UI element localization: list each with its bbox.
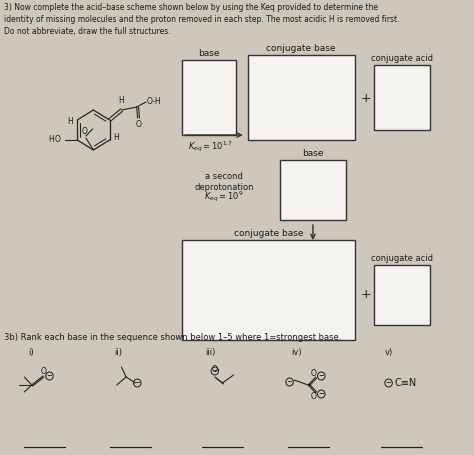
Bar	[182, 240, 355, 340]
Text: −: −	[134, 380, 140, 386]
Text: $K_{eq}=10^{1.7}$: $K_{eq}=10^{1.7}$	[188, 140, 232, 155]
Text: iii): iii)	[206, 348, 216, 357]
Text: conjugate acid: conjugate acid	[371, 254, 433, 263]
Text: $K_{eq}=10^9$: $K_{eq}=10^9$	[204, 190, 244, 204]
Text: O: O	[311, 392, 317, 401]
Text: O: O	[82, 127, 88, 136]
Text: −: −	[212, 368, 218, 374]
Text: H: H	[68, 117, 73, 126]
Text: −: −	[386, 380, 392, 386]
Text: 3) Now complete the acid–base scheme shown below by using the Keq provided to de: 3) Now complete the acid–base scheme sho…	[4, 3, 399, 35]
Text: H: H	[48, 136, 54, 145]
Text: +: +	[361, 91, 372, 105]
Text: C≡N: C≡N	[394, 378, 417, 388]
Bar	[374, 265, 429, 325]
Bar	[280, 160, 346, 220]
Text: −: −	[319, 373, 324, 379]
Bar	[247, 55, 355, 140]
Text: base: base	[199, 49, 220, 58]
Text: H: H	[118, 96, 124, 105]
Text: −: −	[46, 373, 53, 379]
Text: conjugate acid: conjugate acid	[371, 54, 433, 63]
Text: O: O	[136, 120, 141, 129]
Text: −: −	[319, 391, 324, 397]
Text: O-H: O-H	[147, 97, 162, 106]
Text: O: O	[55, 136, 60, 145]
Text: 3b) Rank each base in the sequence shown below 1–5 where 1=strongest base.: 3b) Rank each base in the sequence shown…	[4, 333, 341, 342]
Text: H: H	[113, 133, 119, 142]
Text: −: −	[287, 379, 292, 385]
Text: +: +	[361, 288, 372, 302]
Bar	[374, 65, 429, 130]
Text: iv): iv)	[292, 348, 302, 357]
Text: conjugate base: conjugate base	[234, 229, 303, 238]
Bar	[182, 60, 237, 135]
Text: ii): ii)	[114, 348, 122, 357]
Text: O: O	[41, 367, 47, 376]
Text: a second
deprotonation: a second deprotonation	[194, 172, 254, 192]
Text: i): i)	[28, 348, 34, 357]
Text: conjugate base: conjugate base	[266, 44, 336, 53]
Text: O: O	[311, 369, 317, 378]
Text: v): v)	[385, 348, 393, 357]
Text: base: base	[302, 149, 324, 158]
Text: O: O	[212, 365, 218, 374]
